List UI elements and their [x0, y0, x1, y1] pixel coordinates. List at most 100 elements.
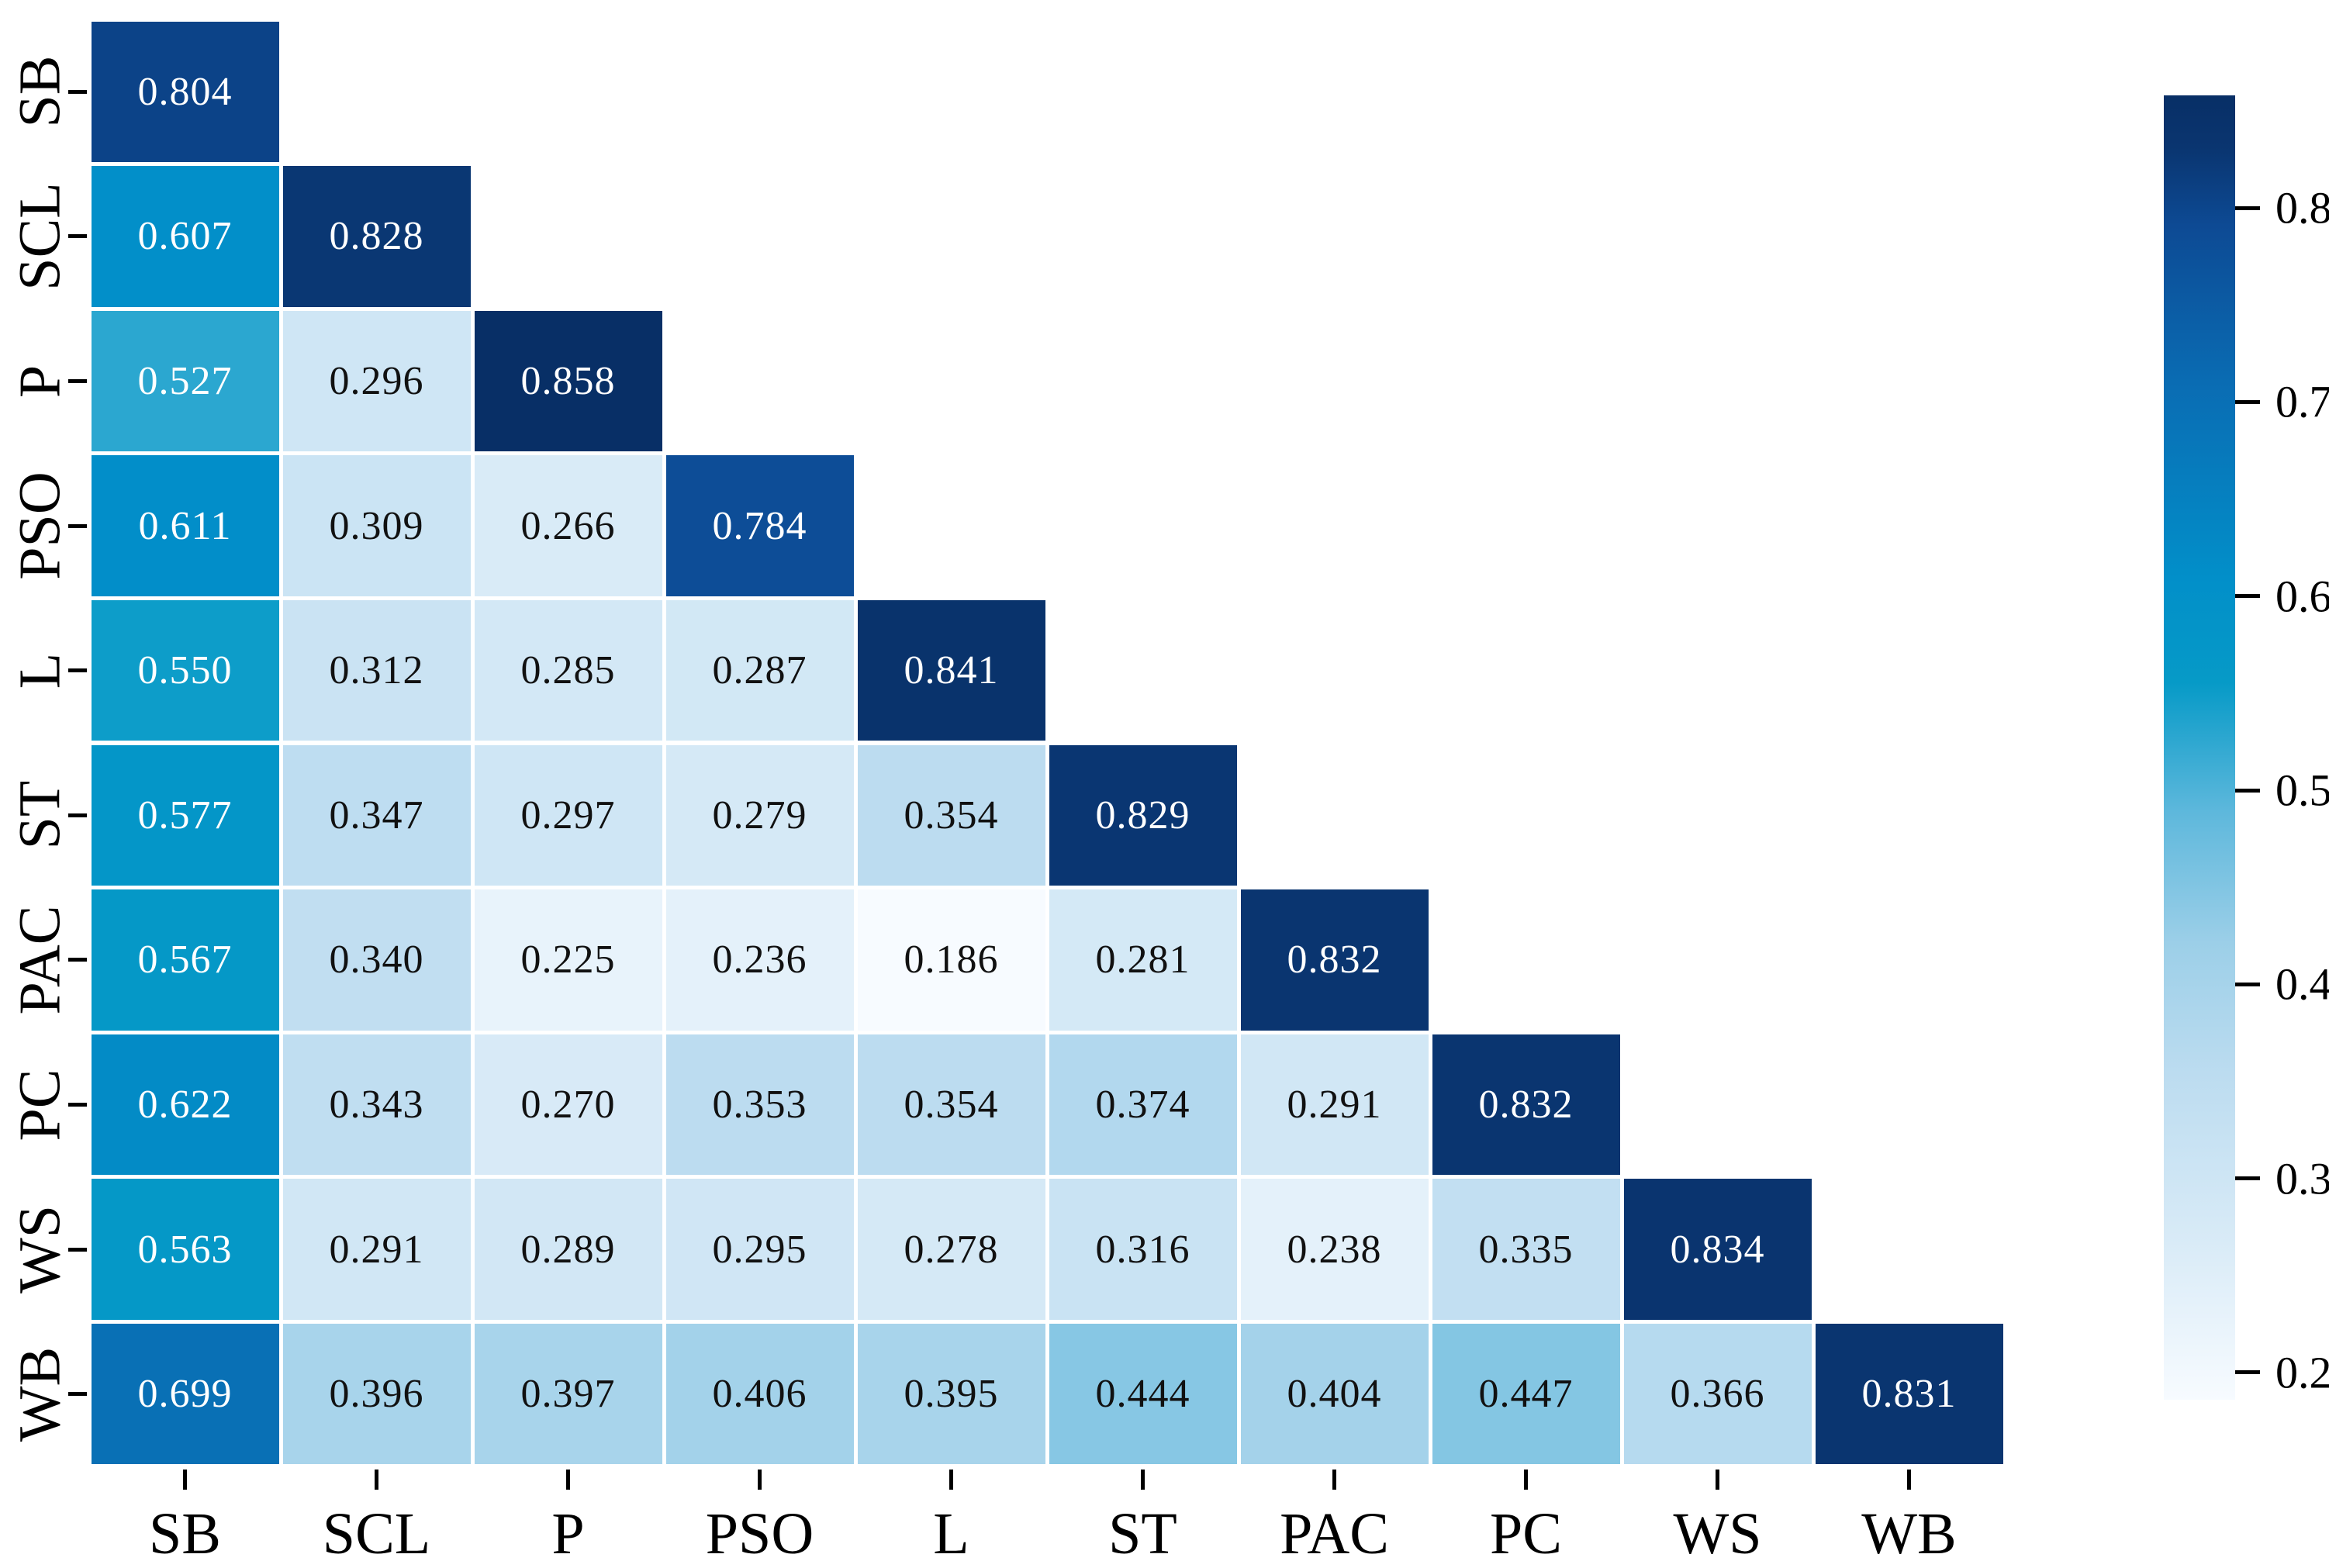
heatmap-cell: 0.622 — [91, 1034, 279, 1176]
cell-value: 0.270 — [520, 1082, 616, 1127]
heatmap-cell: 0.784 — [665, 455, 854, 596]
heatmap-cell: 0.312 — [282, 599, 471, 741]
cell-value: 0.563 — [137, 1227, 233, 1272]
cell-value: 0.577 — [137, 793, 233, 838]
cell-value: 0.291 — [329, 1227, 424, 1272]
cell-value: 0.343 — [329, 1082, 424, 1127]
heatmap-cell: 0.278 — [857, 1179, 1045, 1320]
colorbar-tick — [2235, 1176, 2260, 1181]
heatmap-cell: 0.858 — [474, 310, 662, 452]
cell-value: 0.444 — [1095, 1372, 1190, 1417]
heatmap-cell: 0.335 — [1432, 1179, 1620, 1320]
x-tick — [1141, 1470, 1145, 1490]
x-tick-label: P — [551, 1501, 585, 1566]
heatmap-cell: 0.340 — [282, 889, 471, 1031]
x-tick — [1332, 1470, 1336, 1490]
cell-value: 0.607 — [137, 214, 233, 259]
y-tick-label: PSO — [7, 471, 73, 580]
cell-value: 0.832 — [1478, 1082, 1574, 1127]
heatmap-cell: 0.366 — [1623, 1323, 1812, 1465]
cell-value: 0.297 — [520, 793, 616, 838]
cell-value: 0.527 — [137, 358, 233, 403]
heatmap-cell: 0.550 — [91, 599, 279, 741]
colorbar-tick — [2235, 594, 2260, 599]
cell-value: 0.236 — [712, 938, 807, 983]
heatmap-cell: 0.354 — [857, 744, 1045, 886]
heatmap-cell: 0.343 — [282, 1034, 471, 1176]
heatmap-cell: 0.829 — [1049, 744, 1237, 886]
heatmap-cell: 0.832 — [1240, 889, 1429, 1031]
heatmap-cell: 0.295 — [665, 1179, 854, 1320]
x-tick — [1907, 1470, 1911, 1490]
heatmap-cell: 0.444 — [1049, 1323, 1237, 1465]
cell-value: 0.295 — [712, 1227, 807, 1272]
y-tick-label: PC — [7, 1069, 73, 1141]
heatmap-cell: 0.828 — [282, 166, 471, 307]
colorbar-tick — [2235, 788, 2260, 793]
heatmap-cell: 0.291 — [1240, 1034, 1429, 1176]
y-tick — [68, 379, 87, 383]
colorbar-tick — [2235, 982, 2260, 986]
heatmap-cell: 0.699 — [91, 1323, 279, 1465]
y-tick — [68, 234, 87, 239]
heatmap-cell: 0.396 — [282, 1323, 471, 1465]
cell-value: 0.397 — [520, 1372, 616, 1417]
y-tick — [68, 1392, 87, 1397]
x-tick-label: WS — [1673, 1501, 1762, 1566]
cell-value: 0.784 — [712, 503, 807, 548]
cell-value: 0.396 — [329, 1372, 424, 1417]
y-tick — [68, 523, 87, 528]
heatmap-cell: 0.395 — [857, 1323, 1045, 1465]
cell-value: 0.340 — [329, 938, 424, 983]
cell-value: 0.289 — [520, 1227, 616, 1272]
y-tick — [68, 668, 87, 673]
cell-value: 0.296 — [329, 358, 424, 403]
cell-value: 0.266 — [520, 503, 616, 548]
heatmap-cell: 0.186 — [857, 889, 1045, 1031]
heatmap-cell: 0.238 — [1240, 1179, 1429, 1320]
x-tick-label: PSO — [705, 1501, 814, 1566]
cell-value: 0.335 — [1478, 1227, 1574, 1272]
x-tick — [1716, 1470, 1719, 1490]
y-tick-label: PAC — [7, 905, 73, 1015]
x-tick-label: ST — [1108, 1501, 1177, 1566]
heatmap-cell: 0.527 — [91, 310, 279, 452]
heatmap-cell: 0.316 — [1049, 1179, 1237, 1320]
cell-value: 0.309 — [329, 503, 424, 548]
cell-value: 0.699 — [137, 1372, 233, 1417]
y-tick — [68, 1247, 87, 1252]
cell-value: 0.225 — [520, 938, 616, 983]
cell-value: 0.316 — [1095, 1227, 1190, 1272]
heatmap-cell: 0.289 — [474, 1179, 662, 1320]
heatmap-cell: 0.279 — [665, 744, 854, 886]
heatmap-cell: 0.347 — [282, 744, 471, 886]
colorbar-tick-label: 0.2 — [2275, 1347, 2329, 1398]
colorbar-tick-label: 0.8 — [2275, 182, 2329, 233]
cell-value: 0.831 — [1861, 1372, 1957, 1417]
cell-value: 0.550 — [137, 648, 233, 693]
heatmap-cell: 0.270 — [474, 1034, 662, 1176]
x-tick — [566, 1470, 570, 1490]
x-tick — [758, 1470, 762, 1490]
colorbar-tick-label: 0.6 — [2275, 571, 2329, 622]
cell-value: 0.404 — [1287, 1372, 1382, 1417]
heatmap-cell: 0.607 — [91, 166, 279, 307]
colorbar — [2164, 95, 2235, 1400]
heatmap-cell: 0.567 — [91, 889, 279, 1031]
colorbar-tick-label: 0.3 — [2275, 1153, 2329, 1204]
cell-value: 0.353 — [712, 1082, 807, 1127]
cell-value: 0.354 — [904, 793, 999, 838]
heatmap-cell: 0.577 — [91, 744, 279, 886]
cell-value: 0.238 — [1287, 1227, 1382, 1272]
cell-value: 0.447 — [1478, 1372, 1574, 1417]
heatmap-cell: 0.291 — [282, 1179, 471, 1320]
heatmap-cell: 0.297 — [474, 744, 662, 886]
x-tick — [949, 1470, 953, 1490]
y-tick-label: SB — [7, 55, 73, 128]
cell-value: 0.834 — [1670, 1227, 1765, 1272]
heatmap-cell: 0.296 — [282, 310, 471, 452]
heatmap-cell: 0.374 — [1049, 1034, 1237, 1176]
heatmap-cell: 0.831 — [1815, 1323, 2003, 1465]
cell-value: 0.366 — [1670, 1372, 1765, 1417]
